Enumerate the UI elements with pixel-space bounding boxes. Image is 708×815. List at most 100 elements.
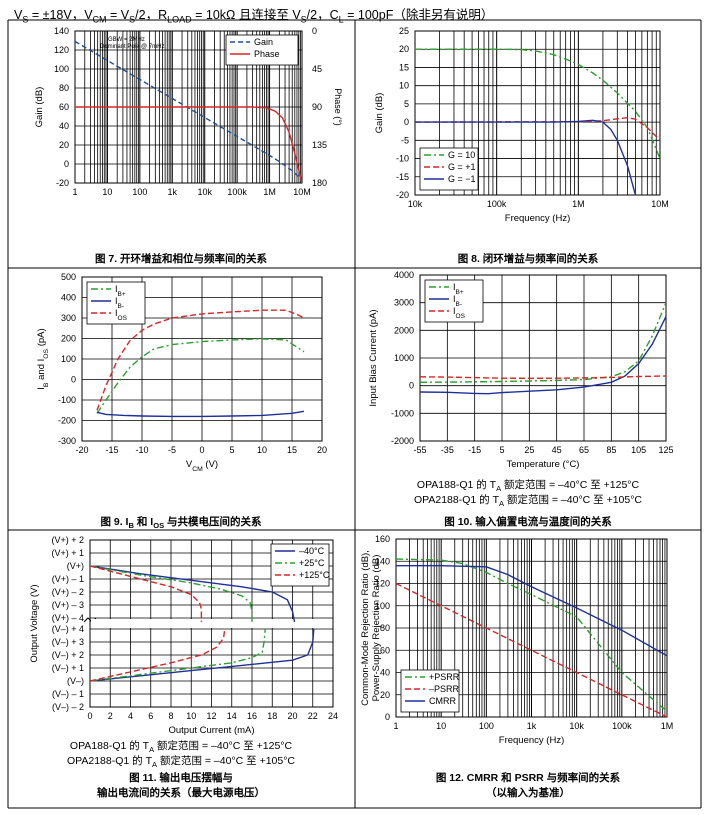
fig10-legend-label: IOS xyxy=(453,306,466,320)
fig12-chart: 1 10 100 1k 10k 100k 1M 0 20 40 60 80 100 120 140 160 Fr… xyxy=(360,534,673,746)
fig7-ytick-label: 100 xyxy=(54,64,69,74)
fig7-y2tick-label: 180 xyxy=(312,178,327,188)
fig11-series-line xyxy=(90,628,266,682)
fig12-legend-label: CMRR xyxy=(429,696,456,706)
fig10-legend-label: IB+ xyxy=(453,282,464,296)
fig11-ytick-label: (V–) + 3 xyxy=(52,637,84,647)
fig11-series-line xyxy=(90,628,226,682)
fig12-xtick-label: 100k xyxy=(612,721,632,731)
fig10-ytick-label: -1000 xyxy=(391,408,414,418)
fig11-ytick-label: (V–) xyxy=(67,676,84,686)
fig12-xtick-label: 1 xyxy=(393,721,398,731)
fig10-xtick-label: -35 xyxy=(441,445,454,455)
fig11-series-line xyxy=(90,628,315,682)
fig12-xtick-label: 1M xyxy=(661,721,674,731)
fig12-xtick-label: 100 xyxy=(479,721,494,731)
fig10-xtick-label: -15 xyxy=(468,445,481,455)
fig11-xtick-label: 4 xyxy=(128,711,133,721)
fig7-ytick-label: 0 xyxy=(64,159,69,169)
fig10-condition-note: OPA188-Q1 的 TA 额定范围 = –40°C 至 +125°C xyxy=(416,479,640,494)
fig9-series-layer xyxy=(96,309,305,418)
fig12-caption: （以输入为基准） xyxy=(486,787,570,799)
figure-frame xyxy=(7,19,702,809)
fig9-xtick-label: -5 xyxy=(168,445,176,455)
fig11-series-line xyxy=(90,565,296,623)
fig8-legend-label: G = +1 xyxy=(448,162,476,172)
fig12-y-axis-label: Power-Supply Rejection Ratio (dB) xyxy=(371,555,382,702)
fig11-ytick-label: (V–) – 2 xyxy=(52,702,84,712)
fig7-xtick-label: 100k xyxy=(227,187,247,197)
fig10-ytick-label: -2000 xyxy=(391,436,414,446)
fig11-condition-note: OPA188-Q1 的 TA 额定范围 = –40°C 至 +125°C xyxy=(69,740,293,755)
fig8-caption: 图 8. 闭环增益与频率间的关系 xyxy=(457,253,599,265)
fig8-ytick-label: -5 xyxy=(401,135,409,145)
fig8-xtick-label: 10k xyxy=(408,199,423,209)
fig9-xtick-label: -20 xyxy=(75,445,88,455)
fig11-xtick-label: 20 xyxy=(287,711,297,721)
fig7-xtick-label: 10k xyxy=(197,187,212,197)
fig11-legend-label: –40°C xyxy=(299,546,325,556)
fig12-ytick-label: 40 xyxy=(380,668,390,678)
fig10-series-line xyxy=(420,316,666,395)
fig7-annotation: GBW = 2MHz xyxy=(108,37,145,43)
fig10-xtick-label: 25 xyxy=(524,445,534,455)
fig7-caption: 图 7. 开环增益和相位与频率间的关系 xyxy=(94,253,268,265)
fig11-caption: 图 11. 输出电压摆幅与 xyxy=(129,772,233,784)
fig8-legend-label: G = −1 xyxy=(448,174,476,184)
fig9-caption: 图 9. IB 和 IOS 与共模电压间的关系 xyxy=(100,516,262,531)
fig12-caption: 图 12. CMRR 和 PSRR 与频率间的关系 xyxy=(435,772,621,784)
fig9-legend-label: IB+ xyxy=(115,284,126,298)
fig11-ytick-label: (V–) – 1 xyxy=(52,689,84,699)
fig12-series-line xyxy=(396,582,667,717)
fig9-legend: IB+IB-IOS xyxy=(86,281,146,325)
fig11-xtick-label: 18 xyxy=(267,711,277,721)
fig10-ytick-label: 1000 xyxy=(394,353,414,363)
fig7-ytick-label: 140 xyxy=(54,26,69,36)
fig7-ytick-label: 60 xyxy=(59,102,69,112)
fig7-series-line xyxy=(75,40,302,181)
fig10-ytick-label: 2000 xyxy=(394,325,414,335)
fig7-y-axis-label: Gain (dB) xyxy=(34,87,45,128)
fig9-ytick-label: -300 xyxy=(58,436,76,446)
fig7-xtick-label: 1k xyxy=(168,187,178,197)
fig8-ytick-label: -20 xyxy=(396,190,409,200)
fig12-legend-label: –PSRR xyxy=(429,684,460,694)
fig12-series-layer xyxy=(396,558,667,717)
fig11-ytick-label: (V+) – 2 xyxy=(52,587,84,597)
fig7-xtick-label: 100 xyxy=(132,187,147,197)
fig9-y-axis-label: IB and IOS (pA) xyxy=(36,328,50,389)
fig10-ytick-label: 4000 xyxy=(394,270,414,280)
fig7-ytick-label: 80 xyxy=(59,83,69,93)
fig11-ytick-label: (V+) – 1 xyxy=(52,574,84,584)
fig9-xtick-label: 15 xyxy=(287,445,297,455)
fig10-xtick-label: 85 xyxy=(606,445,616,455)
conditions-header: VS = ±18V，VCM = VS/2，RLOAD = 10kΩ 且连接至 V… xyxy=(14,8,494,25)
fig11-legend-label: +25°C xyxy=(299,558,325,568)
fig7-legend: Gain Phase xyxy=(225,34,299,66)
fig10-xtick-label: 5 xyxy=(499,445,504,455)
fig9-series-line xyxy=(96,410,305,418)
fig9-ytick-label: 200 xyxy=(61,334,76,344)
fig11-xtick-label: 0 xyxy=(87,711,92,721)
fig9-xtick-label: 5 xyxy=(229,445,234,455)
fig8-ytick-label: 5 xyxy=(404,99,409,109)
fig11-xtick-label: 16 xyxy=(247,711,257,721)
fig11-xtick-label: 6 xyxy=(148,711,153,721)
fig9-ytick-label: -100 xyxy=(58,395,76,405)
fig11-y-axis-label: Output Voltage (V) xyxy=(29,584,40,662)
fig7-y2tick-label: 45 xyxy=(312,64,322,74)
fig11-ytick-label: (V–) + 2 xyxy=(52,650,84,660)
fig10-legend-label: IB- xyxy=(453,294,462,308)
fig7-series-line xyxy=(75,106,302,183)
fig7-y2tick-label: 90 xyxy=(312,102,322,112)
fig8-ytick-label: 10 xyxy=(399,81,409,91)
fig7-xtick-label: 1M xyxy=(263,187,276,197)
fig7-ytick-label: -20 xyxy=(56,178,69,188)
fig9-chart: -20 -15 -10 -5 0 5 10 15 20 -300 -200 -100 0 100 200 30… xyxy=(36,272,327,473)
fig12-legend-label: +PSRR xyxy=(429,672,460,682)
fig7-y2tick-label: 0 xyxy=(312,26,317,36)
fig8-series-layer xyxy=(415,48,660,195)
fig12-xtick-label: 10k xyxy=(569,721,584,731)
fig12-series-line xyxy=(396,565,667,657)
